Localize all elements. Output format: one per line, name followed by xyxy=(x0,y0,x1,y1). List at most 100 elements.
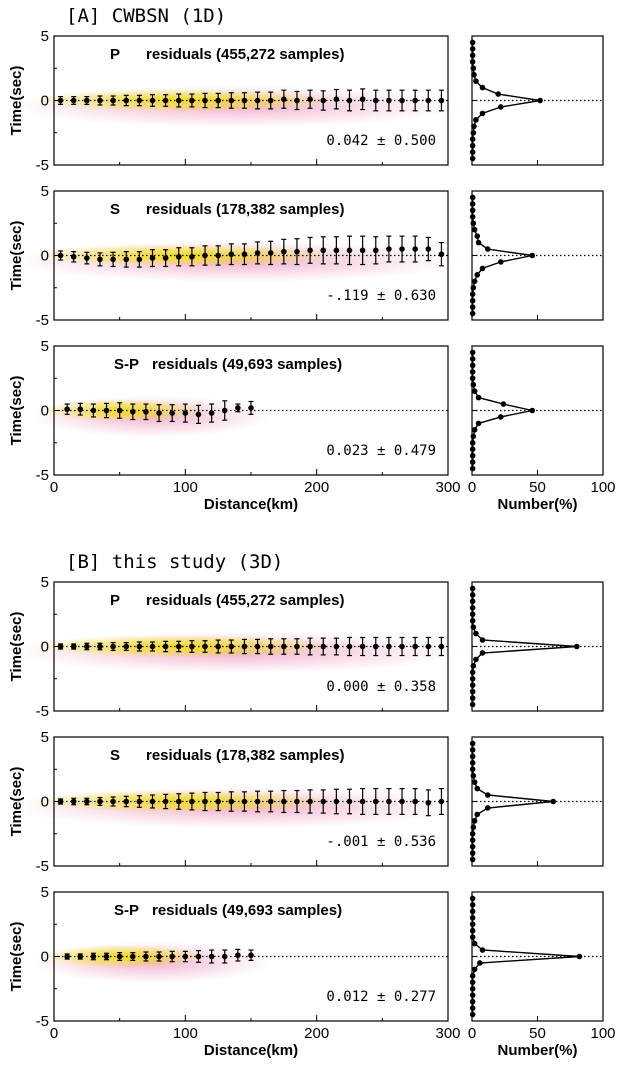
data-point xyxy=(149,97,156,104)
data-point xyxy=(175,643,182,650)
histogram-point xyxy=(469,291,476,298)
histogram-point xyxy=(529,252,536,259)
y-tick-label: -5 xyxy=(36,157,49,174)
histogram-point xyxy=(498,104,504,110)
data-point xyxy=(175,798,182,805)
data-point xyxy=(281,643,287,650)
data-point xyxy=(320,798,327,805)
histogram-x-tick-label: 50 xyxy=(529,1025,546,1042)
y-axis-label: Time(sec) xyxy=(8,376,25,446)
histogram-point xyxy=(469,310,476,317)
histogram-point xyxy=(469,369,476,375)
histogram-point xyxy=(469,934,476,940)
data-point xyxy=(208,410,215,416)
data-point xyxy=(130,953,136,960)
histogram-point xyxy=(469,362,476,369)
x-tick-label: 200 xyxy=(304,1025,329,1042)
histogram-line xyxy=(472,197,533,314)
histogram-point xyxy=(500,401,507,407)
section-title: [A] CWBSN (1D) xyxy=(66,5,226,27)
data-point xyxy=(235,405,241,411)
y-tick-label: -5 xyxy=(36,858,49,875)
histogram-point xyxy=(469,149,476,155)
histogram-point xyxy=(469,688,476,695)
data-point xyxy=(84,798,90,805)
data-point xyxy=(254,97,261,104)
histogram-point xyxy=(470,129,477,136)
density-cloud-yellow xyxy=(29,789,340,814)
data-point xyxy=(386,246,392,252)
data-point xyxy=(320,97,327,104)
data-point xyxy=(241,798,248,805)
y-tick-label: -5 xyxy=(36,467,49,484)
data-point xyxy=(182,410,189,416)
y-tick-label: 5 xyxy=(41,28,49,45)
data-point xyxy=(248,952,254,959)
histogram-point xyxy=(471,966,478,973)
data-point xyxy=(202,798,208,805)
histogram-point xyxy=(469,605,476,611)
y-tick-label: 0 xyxy=(41,248,49,265)
data-point xyxy=(372,97,379,104)
data-point xyxy=(307,96,313,103)
histogram-point xyxy=(469,915,476,921)
data-point xyxy=(97,798,103,805)
data-point xyxy=(386,643,392,650)
x-tick-label: 100 xyxy=(173,479,198,496)
residual-stats: -.001 ± 0.536 xyxy=(326,834,436,850)
data-point xyxy=(110,798,116,805)
residual-stats: 0.000 ± 0.358 xyxy=(326,679,436,695)
histogram-point xyxy=(469,843,476,850)
data-point xyxy=(70,97,77,104)
histogram-point xyxy=(471,226,478,233)
histogram-point xyxy=(475,394,482,401)
histogram-point xyxy=(469,927,476,934)
data-point xyxy=(438,97,445,104)
data-point xyxy=(228,798,235,805)
data-point xyxy=(425,799,432,806)
data-point xyxy=(425,643,432,650)
histogram-point xyxy=(475,239,482,246)
data-point xyxy=(235,952,241,959)
data-point xyxy=(189,97,195,104)
histogram-point xyxy=(473,78,479,84)
phase-label: P xyxy=(110,592,120,609)
data-point xyxy=(386,97,392,104)
histogram-point xyxy=(469,1005,476,1011)
data-point xyxy=(221,407,228,414)
data-point xyxy=(386,798,392,805)
histogram-point xyxy=(470,824,477,831)
data-point xyxy=(228,251,235,258)
histogram-point xyxy=(474,811,481,818)
histogram-point xyxy=(484,805,491,811)
data-point xyxy=(438,643,445,650)
data-point xyxy=(149,255,156,261)
histogram-point xyxy=(471,388,478,394)
histogram-point xyxy=(574,643,580,650)
phase-label: S xyxy=(110,201,120,218)
data-point xyxy=(116,407,123,414)
histogram-point xyxy=(484,792,491,798)
histogram-point xyxy=(471,278,478,285)
x-tick-label: 300 xyxy=(435,479,460,496)
histogram-point xyxy=(469,1011,476,1018)
data-point xyxy=(254,643,261,650)
histogram-point xyxy=(469,598,476,605)
histogram-point xyxy=(470,381,477,388)
data-point xyxy=(425,97,432,104)
histogram-point xyxy=(550,798,557,805)
histogram-point xyxy=(469,766,476,773)
data-point xyxy=(346,247,353,254)
data-point xyxy=(241,97,248,104)
histogram-point xyxy=(469,998,476,1005)
histogram-point xyxy=(469,52,476,59)
data-point xyxy=(57,643,64,650)
histogram-point xyxy=(469,760,476,766)
data-point xyxy=(116,953,123,960)
data-point xyxy=(110,643,116,650)
y-tick-label: 0 xyxy=(41,639,49,656)
histogram-point xyxy=(471,427,478,433)
data-point xyxy=(372,798,379,805)
phase-label: P xyxy=(110,46,120,63)
